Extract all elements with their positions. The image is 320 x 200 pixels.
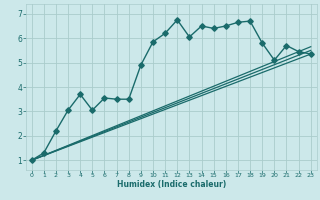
X-axis label: Humidex (Indice chaleur): Humidex (Indice chaleur) <box>116 180 226 189</box>
